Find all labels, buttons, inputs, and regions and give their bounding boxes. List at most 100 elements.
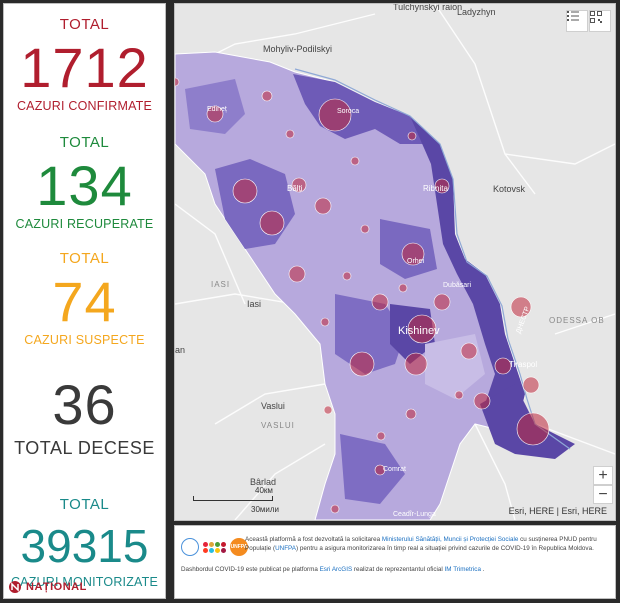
place-label: Tulchynskyi raion bbox=[393, 4, 462, 12]
sdg-dots-icon bbox=[203, 541, 226, 553]
place-label: Vaslui bbox=[261, 401, 285, 411]
case-circle bbox=[522, 376, 540, 394]
deaths-block: 36 TOTAL DECESE bbox=[4, 373, 165, 459]
recovered-total-label: TOTAL bbox=[59, 134, 110, 151]
deaths-label: TOTAL DECESE bbox=[14, 438, 155, 458]
district-south bbox=[340, 434, 405, 504]
place-label: Tiraspol bbox=[509, 360, 537, 369]
place-label: Dubăsari bbox=[443, 282, 471, 289]
partner-logos: UNFPA bbox=[181, 534, 248, 560]
place-label: Kishinev bbox=[398, 325, 440, 337]
case-circle bbox=[460, 342, 478, 360]
place-label: Orhei bbox=[407, 258, 425, 265]
case-circle bbox=[350, 156, 360, 166]
monitored-label: CAZURI MONITORIZATE bbox=[10, 575, 159, 589]
info-platform: Dashbordul COVID-19 este publicat pe pla… bbox=[181, 565, 611, 574]
case-circles bbox=[175, 77, 550, 514]
case-circle bbox=[342, 271, 352, 281]
info-text: cu susținerea PNUD pentru Populație ( bbox=[245, 536, 597, 552]
place-label: an bbox=[175, 345, 185, 355]
case-circle bbox=[407, 131, 417, 141]
place-label: IASI bbox=[211, 280, 230, 289]
case-circle bbox=[259, 210, 285, 236]
zoom-out-button[interactable]: − bbox=[593, 485, 613, 504]
place-label: Edineț bbox=[207, 106, 227, 113]
info-description: Această platformă a fost dezvoltată la s… bbox=[245, 535, 611, 553]
map-attribution: Esri, HERE | Esri, HERE bbox=[508, 506, 607, 516]
place-label: Ladyzhyn bbox=[457, 7, 496, 17]
case-circle bbox=[401, 242, 425, 266]
confirmed-count: 1712 bbox=[20, 36, 149, 99]
map-canvas[interactable]: Tulchynskyi raion Ladyzhyn Mohyliv-Podil… bbox=[175, 4, 615, 520]
case-circle bbox=[398, 283, 408, 293]
stats-panel: TOTAL 1712 CAZURI CONFIRMATE TOTAL 134 C… bbox=[3, 3, 166, 599]
esri-arcgis-link[interactable]: Esri ArcGIS bbox=[319, 566, 353, 573]
national-watermark: NAȚIONAL bbox=[8, 580, 87, 594]
qr-code-icon[interactable] bbox=[589, 10, 611, 32]
info-text: realizat de reprezentantul oficial bbox=[352, 566, 445, 573]
suspect-label: CAZURI SUSPECTE bbox=[24, 333, 145, 347]
ministry-link[interactable]: Ministerului Sănătății, Muncii și Protec… bbox=[381, 536, 519, 543]
case-circle bbox=[318, 98, 352, 132]
case-circle bbox=[404, 352, 428, 376]
map-view[interactable]: Tulchynskyi raion Ladyzhyn Mohyliv-Podil… bbox=[174, 3, 616, 521]
unfpa-logo: UNFPA bbox=[230, 538, 248, 556]
national-logo-icon bbox=[9, 581, 21, 593]
case-circle bbox=[288, 265, 306, 283]
info-text: Această platformă a fost dezvoltată la s… bbox=[245, 536, 382, 543]
case-circle bbox=[407, 314, 437, 344]
monitored-count: 39315 bbox=[20, 520, 149, 572]
case-circle bbox=[454, 390, 464, 400]
list-icon[interactable] bbox=[566, 10, 588, 32]
scale-km-label: 40км bbox=[255, 486, 273, 495]
case-circle bbox=[285, 129, 295, 139]
zoom-in-button[interactable]: + bbox=[593, 466, 613, 485]
info-text: ) pentru a asigura monitorizarea în timp… bbox=[295, 545, 594, 552]
un-logo-icon bbox=[181, 538, 199, 556]
case-circle bbox=[494, 357, 512, 375]
case-circle bbox=[433, 293, 451, 311]
dniester-river bbox=[294, 68, 571, 450]
case-circle bbox=[323, 405, 333, 415]
suspect-count: 74 bbox=[52, 270, 117, 333]
unfpa-link[interactable]: UNFPA bbox=[275, 545, 296, 552]
place-label: Ribnita bbox=[423, 184, 448, 193]
case-circle bbox=[320, 317, 330, 327]
place-label: VASLUI bbox=[261, 421, 295, 430]
recovered-count: 134 bbox=[36, 154, 133, 217]
district-center bbox=[335, 294, 405, 374]
case-circle bbox=[261, 90, 273, 102]
place-label: Kotovsk bbox=[493, 184, 526, 194]
case-circle bbox=[510, 296, 532, 318]
place-label: Bălți bbox=[287, 184, 303, 193]
monitored-total-label: TOTAL bbox=[59, 496, 110, 513]
case-circle bbox=[206, 105, 224, 123]
place-label: Iasi bbox=[247, 299, 261, 309]
case-circle bbox=[376, 431, 386, 441]
case-circle bbox=[434, 178, 450, 194]
deaths-count: 36 bbox=[52, 373, 117, 436]
district-transnistria bbox=[410, 116, 525, 429]
recovered-block: TOTAL 134 CAZURI RECUPERATE bbox=[4, 134, 165, 232]
place-label: Mohyliv-Podilskyi bbox=[263, 44, 332, 54]
case-circle bbox=[232, 178, 258, 204]
trimetrica-link[interactable]: IM Trimetrica bbox=[444, 566, 481, 573]
place-label: ODESSA OB bbox=[549, 316, 605, 325]
case-circle bbox=[314, 197, 332, 215]
case-circle bbox=[473, 392, 491, 410]
confirmed-total-label: TOTAL bbox=[59, 16, 110, 33]
case-circle bbox=[405, 408, 417, 420]
national-wordmark: NAȚIONAL bbox=[26, 581, 87, 593]
info-text: Dashbordul COVID-19 este publicat pe pla… bbox=[181, 566, 320, 573]
recovered-label: CAZURI RECUPERATE bbox=[15, 217, 154, 231]
monitored-block: TOTAL 39315 CAZURI MONITORIZATE bbox=[4, 496, 165, 590]
case-circle bbox=[374, 464, 386, 476]
info-text: . bbox=[480, 566, 485, 573]
case-circle bbox=[291, 177, 307, 193]
suspect-total-label: TOTAL bbox=[59, 250, 110, 267]
scale-bar: 40км 30мили bbox=[193, 486, 293, 516]
suspect-block: TOTAL 74 CAZURI SUSPECTE bbox=[4, 250, 165, 348]
place-label: Ceadîr-Lunga bbox=[393, 511, 436, 518]
case-circle bbox=[360, 224, 370, 234]
case-circle bbox=[175, 77, 180, 87]
